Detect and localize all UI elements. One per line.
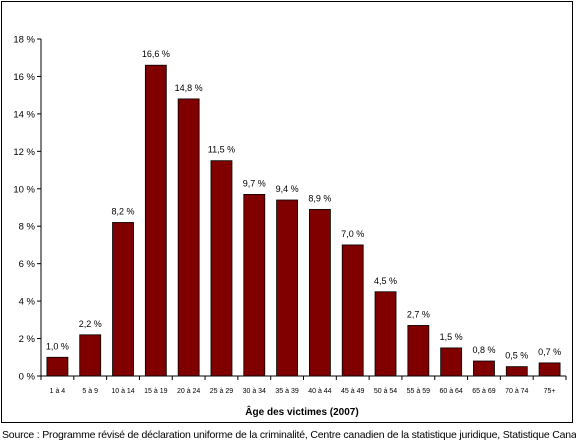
y-tick-label: 8 % [19,222,36,233]
y-tick-label: 2 % [19,334,36,345]
y-tick-label: 16 % [13,72,35,83]
x-tick-label: 60 à 64 [439,388,462,395]
x-tick-label: 30 à 34 [243,388,266,395]
bar [46,356,69,377]
bar [177,98,200,377]
bar [407,325,430,377]
y-tick-label: 10 % [13,184,35,195]
data-label: 4,5 % [374,276,397,286]
x-tick-label: 35 à 39 [275,388,298,395]
data-label: 8,2 % [112,206,135,216]
data-label: 11,5 % [208,145,235,155]
source-note: Source : Programme révisé de déclaration… [2,429,576,441]
x-tick-label: 75+ [544,388,556,395]
data-label: 0,8 % [472,345,495,355]
x-axis-title: Âge des victimes (2007) [245,405,358,418]
y-tick-label: 12 % [13,147,35,158]
data-label: 0,5 % [505,351,528,361]
bar [309,208,331,377]
x-tick-label: 5 à 9 [82,388,98,395]
bar [374,291,397,377]
x-tick-label: 15 à 19 [144,388,167,395]
y-tick-label: 6 % [19,259,36,270]
x-tick-label: 1 à 4 [50,388,66,395]
bar [341,244,364,377]
data-label: 0,7 % [538,347,561,357]
data-label: 2,2 % [79,319,102,329]
bar [276,199,298,377]
data-label: 16,6 % [142,49,170,59]
x-tick-label: 55 à 59 [407,388,430,395]
bar [440,347,463,377]
x-axis: 1 à 4 5 à 9 10 à 14 15 à 19 20 à 24 25 à 29 30… [40,375,567,395]
data-label: 2,7 % [407,309,430,319]
bar [210,160,233,377]
x-tick-label: 45 à 49 [341,388,364,395]
y-tick-label: 14 % [13,109,35,120]
data-label: 7,0 % [341,229,364,239]
y-tick-label: 0 % [19,372,36,383]
bar [538,362,561,377]
bar-chart: 0 % 2 % 4 % 6 % 8 % 10 % 12 % 14 % 16 % 18 % 1,0 … [13,35,567,418]
bar [243,193,266,377]
bar [473,360,495,377]
bar [144,64,167,377]
data-label: 14,8 % [175,83,203,93]
x-tick-label: 65 à 69 [472,388,495,395]
data-label: 9,7 % [243,178,266,188]
chart-frame: 0 % 2 % 4 % 6 % 8 % 10 % 12 % 14 % 16 % 18 % 1,0 … [1,1,573,423]
data-label: 1,5 % [440,332,463,342]
data-label: 8,9 % [308,193,331,203]
x-tick-label: 25 à 29 [210,388,233,395]
bar [505,366,528,377]
x-tick-label: 70 à 74 [505,388,528,395]
data-label: 1,0 % [46,341,69,351]
bar [112,222,134,377]
bars: 1,0 % 2,2 % 8,2 % 16,6 % 14,8 % 11,5 % 9,7 % 9,… [46,49,561,377]
x-tick-label: 40 à 44 [308,388,331,395]
x-tick-label: 20 à 24 [177,388,200,395]
data-label: 9,4 % [276,184,299,194]
x-tick-label: 50 à 54 [374,388,397,395]
x-tick-label: 10 à 14 [111,388,134,395]
y-axis: 0 % 2 % 4 % 6 % 8 % 10 % 12 % 14 % 16 % 18 % [13,35,42,383]
bar [79,334,102,377]
y-tick-label: 18 % [13,35,35,46]
y-tick-label: 4 % [19,297,36,308]
